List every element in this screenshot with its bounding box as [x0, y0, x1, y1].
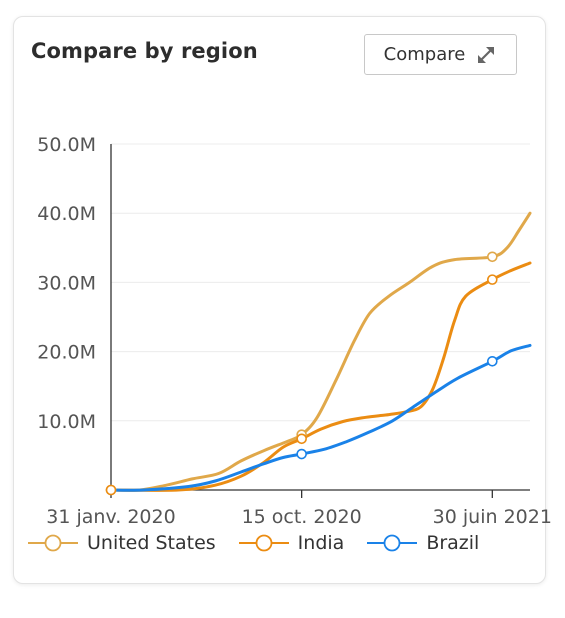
y-tick-label: 20.0M — [37, 342, 96, 364]
card-title: Compare by region — [31, 39, 258, 63]
data-point-india — [105, 484, 117, 496]
y-tick-label: 50.0M — [37, 134, 96, 156]
data-point-india — [296, 433, 307, 445]
data-point-india — [487, 274, 498, 285]
legend-swatch-marker — [44, 534, 62, 552]
axes — [110, 144, 530, 491]
data-point-brazil — [487, 355, 498, 367]
legend-label: United States — [87, 532, 216, 554]
data-point-brazil — [296, 448, 307, 460]
chart-card: Compare by region Compare — [13, 16, 546, 584]
series-line-united-states — [109, 211, 532, 492]
chart-legend: United States India Brazil — [27, 532, 479, 554]
y-tick-label: 40.0M — [37, 203, 96, 225]
compare-button[interactable]: Compare — [364, 34, 517, 75]
series-line-brazil — [109, 343, 532, 492]
y-tick-label: 30.0M — [37, 272, 96, 294]
legend-swatch — [28, 534, 78, 552]
legend-swatch-marker — [383, 534, 401, 552]
legend-swatch-marker — [255, 534, 273, 552]
x-tick-label: 15 oct. 2020 — [242, 506, 362, 528]
legend-swatch — [238, 534, 289, 552]
x-axis-ticks: 31 janv. 2020 15 oct. 2020 30 juin 2021 — [46, 490, 552, 528]
legend-item-india[interactable]: India — [238, 532, 345, 554]
series-markers — [105, 251, 498, 496]
legend-label: India — [297, 532, 345, 554]
y-axis-tick-labels: 10.0M 20.0M 30.0M 40.0M 50.0M — [37, 134, 96, 433]
legend-item-brazil[interactable]: Brazil — [366, 532, 479, 554]
x-tick-label: 31 janv. 2020 — [46, 506, 175, 528]
series-line-india — [109, 261, 532, 492]
y-tick-label: 10.0M — [37, 411, 96, 433]
legend-item-united-states[interactable]: United States — [27, 532, 216, 554]
x-tick-label: 30 juin 2021 — [433, 506, 552, 528]
legend-swatch — [367, 534, 418, 552]
data-point-united-states — [487, 251, 498, 263]
legend-label: Brazil — [426, 532, 480, 554]
grid-lines — [111, 143, 530, 422]
expand-arrows-icon — [475, 44, 497, 66]
series-lines — [109, 211, 532, 492]
compare-button-label: Compare — [383, 44, 466, 65]
